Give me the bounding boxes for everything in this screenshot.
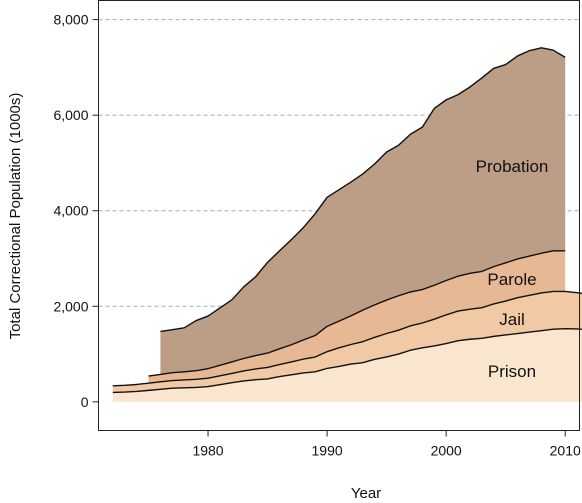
y-axis: 0 2,000 4,000 6,000 8,000 xyxy=(53,12,99,410)
jail-area xyxy=(112,291,582,393)
plot-frame xyxy=(98,0,580,431)
x-axis-title: Year xyxy=(351,485,381,502)
y-tick-label-4000: 4,000 xyxy=(53,203,88,219)
x-tick-label-2000: 2000 xyxy=(431,443,462,459)
y-tick-label-0: 0 xyxy=(81,394,89,410)
boundary-lines xyxy=(112,47,582,394)
x-tick-label-1980: 1980 xyxy=(192,443,223,459)
parole-area xyxy=(148,250,566,384)
x-tick-label-1990: 1990 xyxy=(312,443,343,459)
x-axis: 1980 1990 2000 2010 xyxy=(192,430,581,459)
y-axis-title: Total Correctional Population (1000s) xyxy=(7,93,24,340)
y-tick-label-2000: 2,000 xyxy=(53,298,88,314)
prison-label: Prison xyxy=(488,362,536,381)
parole-label: Parole xyxy=(487,270,536,289)
prison-line xyxy=(112,328,582,394)
probation-line xyxy=(160,47,566,333)
jail-line xyxy=(112,290,582,387)
y-tick-label-6000: 6,000 xyxy=(53,107,88,123)
parole-line xyxy=(148,250,566,377)
y-tick-label-8000: 8,000 xyxy=(53,12,88,28)
jail-label: Jail xyxy=(499,310,525,329)
probation-label: Probation xyxy=(476,157,549,176)
probation-area xyxy=(160,47,566,375)
stacked-areas xyxy=(112,47,582,402)
x-tick-label-2010: 2010 xyxy=(550,443,581,459)
